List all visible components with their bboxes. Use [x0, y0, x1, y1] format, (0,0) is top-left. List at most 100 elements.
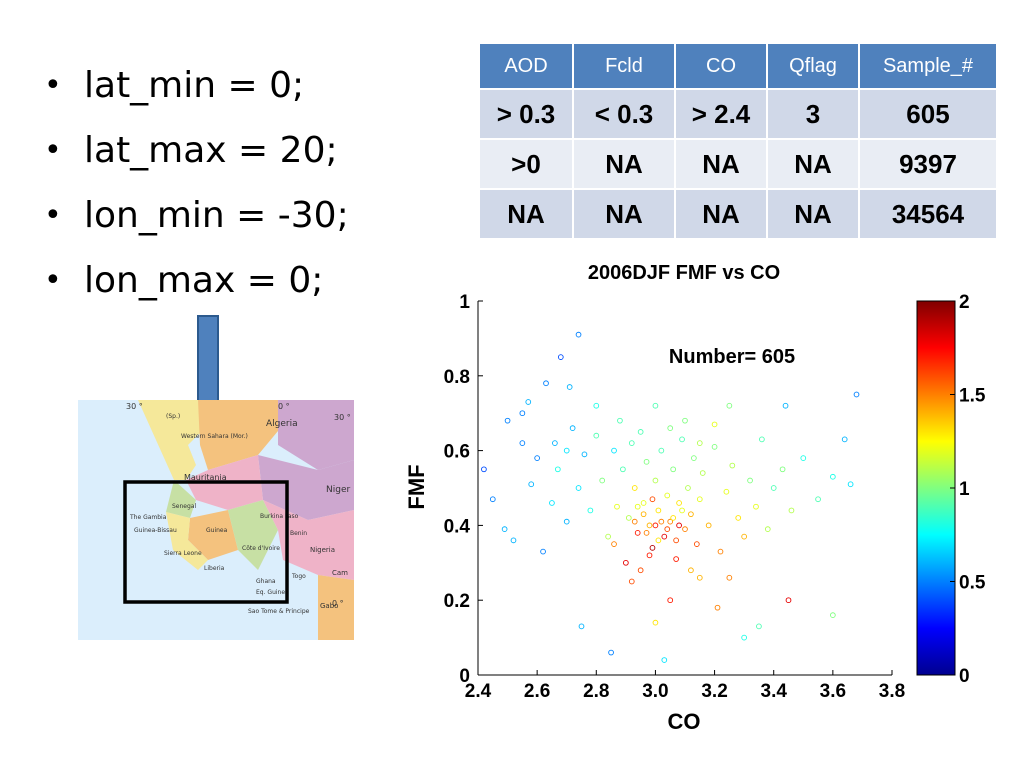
data-point: [519, 410, 526, 417]
data-point: [688, 511, 694, 518]
data-point: [699, 470, 706, 476]
map-label: The Gambia: [129, 514, 167, 521]
data-point: [608, 649, 614, 656]
data-point: [782, 402, 789, 409]
x-tick-label: 2.8: [583, 681, 609, 702]
data-point: [729, 462, 736, 469]
x-tick-label: 3.8: [879, 681, 905, 702]
chart-title: 2006DJF FMF vs CO: [588, 262, 780, 284]
data-point: [631, 485, 638, 491]
x-axis-label: CO: [668, 709, 701, 734]
data-point: [841, 436, 848, 443]
map-label: Niger: [326, 485, 350, 495]
data-point: [617, 417, 623, 424]
colorbar-tick-label: 1.5: [959, 386, 986, 407]
x-tick-label: 2.4: [465, 681, 492, 702]
data-point: [741, 533, 747, 540]
data-point: [735, 515, 742, 521]
map-label: Sierra Leone: [164, 550, 202, 557]
data-point: [853, 391, 860, 398]
table-row: > 0.3 < 0.3 > 2.4 3 605: [478, 88, 998, 140]
data-point: [711, 444, 718, 450]
table-cell: 9397: [858, 138, 998, 190]
data-point: [631, 518, 638, 525]
map-label: (Sp.): [166, 413, 180, 420]
table-header-row: AOD Fcld CO Qflag Sample_#: [478, 42, 998, 90]
data-point: [599, 477, 606, 484]
table-header: AOD: [478, 42, 574, 90]
data-point: [770, 485, 777, 491]
data-point: [847, 481, 854, 488]
data-point: [628, 578, 635, 585]
table-cell: 3: [766, 88, 860, 140]
map-label: 0 °: [332, 599, 344, 608]
data-point: [525, 399, 532, 405]
data-point: [756, 623, 762, 630]
data-point: [696, 574, 703, 581]
data-point: [764, 526, 771, 532]
data-point: [504, 417, 511, 424]
scatter-chart: 2006DJF FMF vs CO Number= 605 CO FMF 2.4…: [404, 262, 986, 734]
y-axis-label: FMF: [404, 464, 429, 509]
table-cell: >0: [478, 138, 574, 190]
data-point: [676, 522, 682, 529]
data-point: [534, 455, 540, 461]
table-header: Fcld: [572, 42, 676, 90]
data-point: [830, 612, 836, 619]
data-point: [640, 500, 647, 506]
data-point: [830, 473, 836, 480]
map-label: 0 °: [278, 402, 290, 411]
colorbar-tick-label: 0.5: [959, 573, 986, 594]
colorbar-tick-label: 0: [959, 666, 970, 687]
map-label: Gabo: [320, 602, 338, 610]
data-point: [620, 466, 626, 473]
table-cell: NA: [674, 138, 768, 190]
data-point: [637, 429, 644, 435]
bullet-item: lat_min = 0;: [40, 58, 349, 123]
map-label: Eq. Guinea: [256, 589, 289, 596]
data-point: [543, 380, 549, 387]
data-point: [623, 559, 629, 566]
data-point: [753, 503, 759, 510]
map-label: Sao Tome & Principe: [248, 608, 310, 615]
x-tick-label: 2.6: [524, 681, 550, 702]
x-tick-label: 3.6: [820, 681, 846, 702]
data-point: [696, 440, 703, 446]
data-point: [519, 440, 526, 446]
data-point: [481, 466, 487, 473]
data-point: [652, 402, 659, 409]
y-tick-label: 0.4: [444, 516, 471, 537]
map-label: Côte d'Ivoire: [242, 545, 280, 552]
data-point: [670, 466, 677, 473]
data-point: [628, 440, 635, 446]
data-point: [679, 436, 685, 443]
data-point: [658, 447, 665, 454]
data-point: [637, 567, 644, 574]
table-cell: NA: [766, 138, 860, 190]
y-tick-label: 0.2: [444, 591, 470, 612]
bullet-item: lat_max = 20;: [40, 123, 349, 188]
data-point: [726, 574, 733, 581]
selection-box: [123, 480, 289, 604]
data-point: [679, 507, 685, 514]
data-point: [661, 657, 668, 663]
x-tick-label: 3.4: [761, 681, 788, 702]
data-point: [655, 537, 662, 544]
table-row: >0 NA NA NA 9397: [478, 138, 998, 190]
table-cell: NA: [674, 188, 768, 240]
data-point: [741, 634, 747, 641]
y-tick-label: 0: [459, 666, 470, 687]
data-point: [673, 556, 679, 562]
bullet-item: lon_max = 0;: [40, 253, 349, 318]
data-point: [611, 541, 617, 547]
data-point: [696, 496, 703, 503]
data-point: [578, 623, 585, 630]
map-label: Algeria: [266, 419, 298, 429]
data-point: [569, 425, 576, 432]
chart-annotation: Number= 605: [669, 346, 795, 368]
map-label: Western Sahara (Mor.): [181, 433, 248, 440]
data-point: [489, 496, 496, 503]
data-point: [688, 567, 694, 574]
data-point: [634, 503, 641, 510]
data-point: [643, 530, 650, 536]
